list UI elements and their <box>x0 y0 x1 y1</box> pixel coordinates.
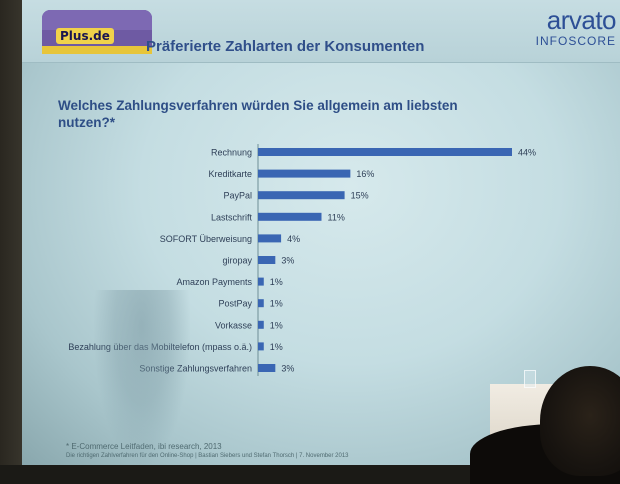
bar <box>258 212 322 221</box>
value-label: 1% <box>270 342 283 352</box>
slide-title: Präferierte Zahlarten der Konsumenten <box>146 38 425 55</box>
projection-screen: Plus.de Präferierte Zahlarten der Konsum… <box>22 0 620 465</box>
category-label: PayPal <box>223 191 252 201</box>
bar <box>258 148 512 156</box>
bar <box>258 364 276 372</box>
survey-question: Welches Zahlungsverfahren würden Sie all… <box>58 98 458 130</box>
category-label: Vorkasse <box>215 320 252 330</box>
arvato-logo: arvato INFOSCORE <box>535 5 617 48</box>
category-label: Lastschrift <box>211 212 253 222</box>
bar <box>258 234 282 243</box>
value-label: 1% <box>270 277 283 287</box>
footnote-presentation: Die richtigen Zahlverfahren für den Onli… <box>66 453 349 459</box>
category-label: Amazon Payments <box>176 277 252 287</box>
category-label: giropay <box>222 256 252 266</box>
category-label: SOFORT Überweisung <box>160 234 252 244</box>
bar <box>258 342 264 351</box>
bar <box>258 169 351 178</box>
category-label: PostPay <box>218 299 252 309</box>
value-label: 11% <box>328 212 345 222</box>
value-label: 16% <box>356 169 374 179</box>
presenter-shadow <box>94 290 190 465</box>
bar <box>258 320 264 329</box>
category-label: Rechnung <box>211 148 252 158</box>
brand-subtitle: INFOSCORE <box>535 34 616 48</box>
value-label: 4% <box>287 234 300 244</box>
bar <box>258 256 276 264</box>
value-label: 1% <box>270 299 283 309</box>
category-label: Sonstige Zahlungsverfahren <box>139 364 252 374</box>
audience-head <box>540 366 620 476</box>
plus-de-logo: Plus.de <box>42 10 152 54</box>
value-label: 15% <box>351 191 369 201</box>
brand-name: arvato <box>546 5 617 35</box>
value-label: 1% <box>270 320 283 330</box>
value-label: 3% <box>281 364 294 374</box>
value-label: 44% <box>518 148 536 158</box>
water-glass <box>524 370 536 388</box>
category-label: Kreditkarte <box>208 169 252 179</box>
slide-header: Plus.de Präferierte Zahlarten der Konsum… <box>22 0 620 63</box>
bar <box>258 191 345 200</box>
logo-text: Plus.de <box>56 28 114 44</box>
bar <box>258 277 264 286</box>
bar <box>258 299 264 308</box>
value-label: 3% <box>281 256 294 266</box>
